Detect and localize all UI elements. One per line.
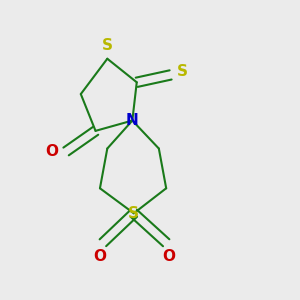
Text: S: S [102, 38, 113, 53]
Text: O: O [46, 144, 59, 159]
Text: N: N [126, 113, 139, 128]
Text: O: O [93, 249, 106, 264]
Text: S: S [128, 206, 139, 221]
Text: S: S [176, 64, 188, 80]
Text: O: O [163, 249, 176, 264]
